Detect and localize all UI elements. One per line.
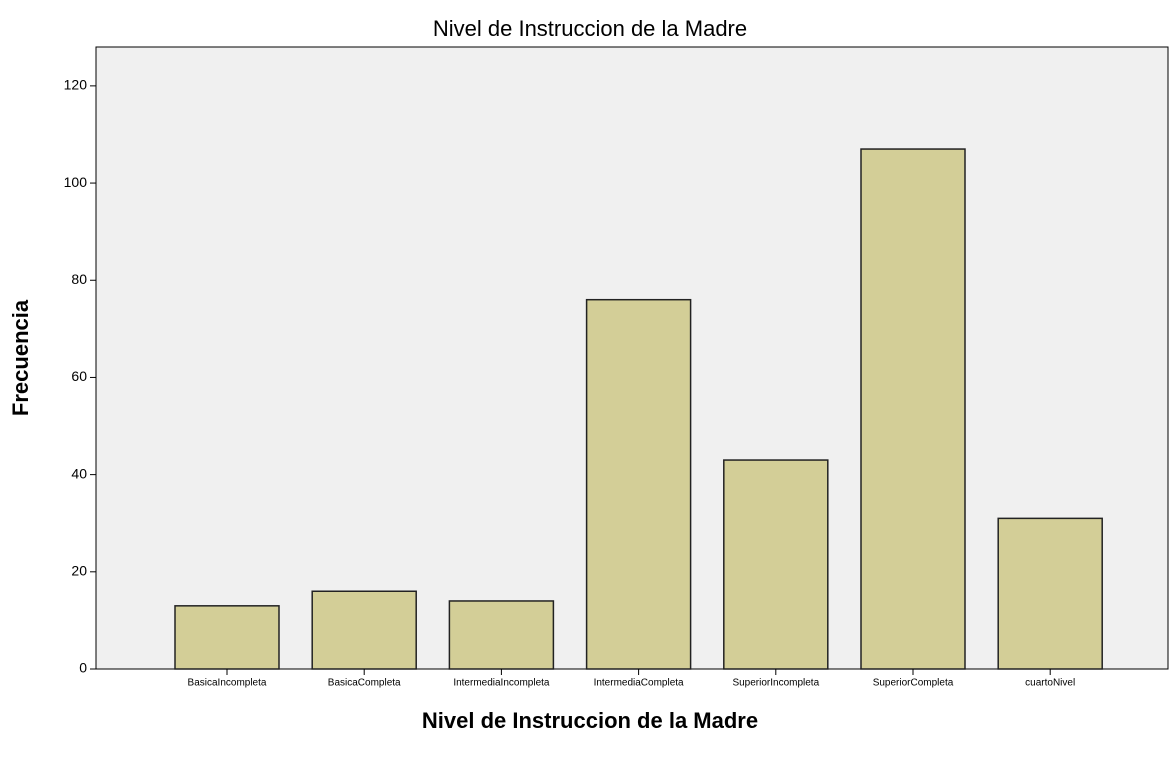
y-tick-label: 60	[71, 368, 87, 384]
y-tick-label: 20	[71, 563, 87, 579]
x-tick-label: IntermediaIncompleta	[453, 678, 550, 689]
y-tick-label: 80	[71, 271, 87, 287]
y-tick-label: 100	[64, 174, 88, 190]
y-tick-label: 120	[64, 77, 88, 93]
y-axis-label: Frecuencia	[8, 299, 33, 416]
bar	[311, 590, 417, 670]
chart-title: Nivel de Instruccion de la Madre	[433, 16, 747, 41]
x-tick-label: IntermediaCompleta	[594, 678, 684, 689]
bar	[448, 600, 555, 670]
x-tick-label: SuperiorCompleta	[873, 678, 954, 689]
bar	[585, 298, 692, 670]
bar	[723, 459, 829, 670]
bar	[997, 517, 1103, 670]
y-tick-label: 0	[79, 660, 87, 676]
bar	[174, 605, 280, 670]
bar	[860, 148, 966, 670]
x-tick-label: BasicaCompleta	[328, 678, 401, 689]
y-tick-label: 40	[71, 465, 87, 481]
x-tick-label: BasicaIncompleta	[188, 678, 267, 689]
x-tick-label: SuperiorIncompleta	[732, 678, 819, 689]
x-axis-label: Nivel de Instruccion de la Madre	[422, 708, 758, 733]
x-tick-label: cuartoNivel	[1025, 678, 1075, 689]
